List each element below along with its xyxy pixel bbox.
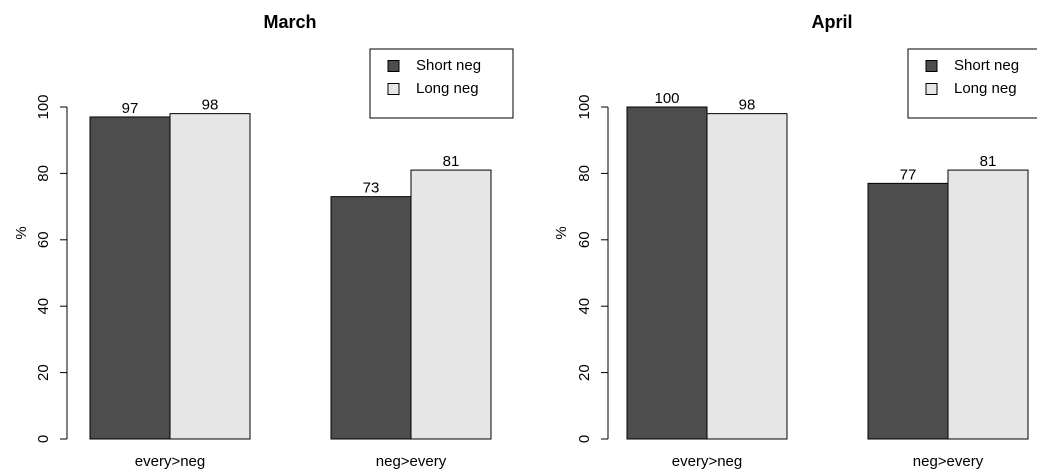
y-axis-label: % xyxy=(553,226,570,239)
y-tick-label: 80 xyxy=(35,165,52,182)
bar-long-neg-1 xyxy=(947,169,1029,440)
chart-title: April xyxy=(811,12,852,32)
x-category-label: neg>every xyxy=(376,453,447,470)
y-tick-label: 100 xyxy=(576,94,593,119)
legend-label: Long neg xyxy=(954,80,1017,97)
y-tick-label: 0 xyxy=(576,435,593,443)
bar-value-label: 98 xyxy=(739,97,756,114)
chart-title: March xyxy=(263,12,316,32)
bar-short-neg-0 xyxy=(89,116,171,440)
y-tick-label: 60 xyxy=(576,231,593,248)
y-tick-label: 100 xyxy=(35,94,52,119)
bar-short-neg-1 xyxy=(330,196,412,440)
legend: Short neg Long neg xyxy=(907,48,1037,119)
bar-value-label: 73 xyxy=(363,180,380,197)
panel-0: March 0 20 40 60 80 100% 97 98 every>neg 73 81 neg>e… xyxy=(13,12,514,470)
y-tick-label: 20 xyxy=(35,364,52,381)
legend-label: Short neg xyxy=(954,57,1019,74)
legend-box xyxy=(369,48,514,119)
legend-label: Long neg xyxy=(416,80,479,97)
bar-value-label: 81 xyxy=(980,153,997,170)
legend-swatch xyxy=(387,83,400,95)
x-category-label: every>neg xyxy=(672,453,742,470)
y-tick-label: 40 xyxy=(35,298,52,315)
bar-long-neg-0 xyxy=(706,113,788,440)
bar-long-neg-1 xyxy=(410,169,492,440)
bar-value-label: 100 xyxy=(654,90,679,107)
bar-long-neg-0 xyxy=(169,113,251,440)
y-axis-label: % xyxy=(13,226,30,239)
panel-1: April 0 20 40 60 80 100% 100 98 every>neg 77 81 neg>… xyxy=(553,12,1037,470)
y-tick-label: 40 xyxy=(576,298,593,315)
bar-short-neg-1 xyxy=(867,182,949,440)
legend-swatch xyxy=(925,60,938,72)
bar-short-neg-0 xyxy=(626,106,708,440)
bar-value-label: 81 xyxy=(443,153,460,170)
x-category-label: neg>every xyxy=(913,453,984,470)
bar-value-label: 77 xyxy=(900,166,917,183)
x-category-label: every>neg xyxy=(135,453,205,470)
legend: Short neg Long neg xyxy=(369,48,514,119)
legend-swatch xyxy=(387,60,400,72)
y-tick-label: 0 xyxy=(35,435,52,443)
bar-value-label: 97 xyxy=(122,100,139,117)
y-tick-label: 80 xyxy=(576,165,593,182)
bar-value-label: 98 xyxy=(202,97,219,114)
y-tick-label: 20 xyxy=(576,364,593,381)
y-tick-label: 60 xyxy=(35,231,52,248)
legend-label: Short neg xyxy=(416,57,481,74)
legend-swatch xyxy=(925,83,938,95)
